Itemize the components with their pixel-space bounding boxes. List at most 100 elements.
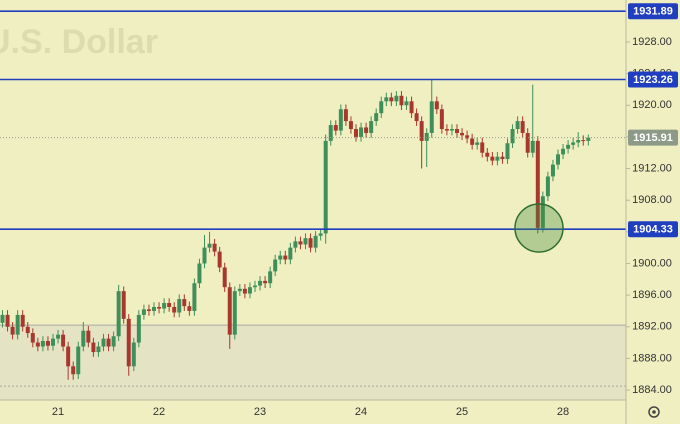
zone-shade bbox=[0, 325, 626, 400]
candle-body bbox=[389, 97, 394, 102]
gear-center[interactable] bbox=[652, 410, 656, 414]
candle-body bbox=[56, 334, 61, 339]
candle-body bbox=[157, 306, 162, 309]
settings-button[interactable] bbox=[648, 406, 660, 418]
candle-body bbox=[202, 247, 207, 264]
candle-body bbox=[35, 342, 40, 347]
candle-body bbox=[404, 101, 409, 106]
candle-body bbox=[318, 233, 323, 236]
candle-body bbox=[465, 135, 470, 139]
candle-body bbox=[409, 101, 414, 114]
candle-body bbox=[0, 314, 5, 323]
candle-body bbox=[576, 140, 581, 143]
candle-body bbox=[258, 280, 263, 286]
axis-layer: 1884.00 1888.00 1892.00 1896.00 1900.00 1904.… bbox=[52, 3, 678, 418]
plot bbox=[0, 10, 626, 380]
candle-body bbox=[348, 121, 353, 130]
candle-body bbox=[500, 156, 505, 160]
level-label: 1923.26 bbox=[633, 74, 673, 86]
candle-body bbox=[71, 366, 76, 375]
candle-body bbox=[116, 291, 121, 337]
candle-body bbox=[10, 326, 15, 335]
candle-body bbox=[586, 137, 591, 141]
candle-body bbox=[535, 140, 540, 228]
y-tick-label: 1888.00 bbox=[632, 352, 672, 364]
candle-body bbox=[505, 143, 510, 160]
candle-body bbox=[470, 138, 475, 145]
candle-body bbox=[550, 164, 555, 177]
candle-body bbox=[45, 340, 50, 346]
y-tick-label: 1900.00 bbox=[632, 257, 672, 269]
candle-body bbox=[480, 142, 485, 153]
candle-body bbox=[263, 280, 268, 284]
candle-body bbox=[485, 152, 490, 157]
candle-body bbox=[101, 338, 106, 347]
candle-body bbox=[328, 125, 333, 141]
candle-body bbox=[268, 271, 273, 284]
candle-body bbox=[561, 148, 566, 155]
x-tick-label: 22 bbox=[153, 406, 165, 418]
watermark: U.S. Dollar bbox=[0, 23, 158, 61]
candle-body bbox=[525, 132, 530, 153]
candle-body bbox=[374, 113, 379, 122]
candle-body bbox=[293, 241, 298, 248]
candle-body bbox=[434, 101, 439, 110]
x-tick-label: 23 bbox=[254, 406, 266, 418]
candle-body bbox=[323, 140, 328, 234]
candle-body bbox=[278, 255, 283, 260]
candle-body bbox=[379, 101, 384, 114]
candle-body bbox=[212, 243, 217, 252]
candle-body bbox=[192, 283, 197, 311]
level-box bbox=[628, 221, 678, 238]
candle-body bbox=[545, 176, 550, 197]
candle-body bbox=[5, 314, 10, 327]
candle-body bbox=[253, 285, 257, 288]
candle-body bbox=[227, 287, 232, 335]
candle-body bbox=[308, 238, 313, 248]
candle-body bbox=[399, 95, 404, 106]
candle-body bbox=[540, 196, 545, 228]
candle-body bbox=[247, 287, 252, 294]
candle-body bbox=[424, 132, 429, 141]
candle-body bbox=[515, 121, 520, 130]
highlight-circle bbox=[514, 203, 564, 253]
y-tick-label: 1892.00 bbox=[632, 321, 672, 333]
candle-body bbox=[76, 346, 81, 375]
candle-body bbox=[182, 299, 187, 307]
candle-body bbox=[510, 129, 515, 144]
candle-body bbox=[439, 109, 444, 130]
level-box bbox=[628, 3, 678, 20]
candle-body bbox=[273, 259, 278, 272]
level-box bbox=[628, 71, 678, 88]
candle-body bbox=[86, 330, 91, 343]
y-tick-label: 1912.00 bbox=[632, 162, 672, 174]
y-tick-label: 1920.00 bbox=[632, 99, 672, 111]
candle-body bbox=[152, 306, 156, 311]
level-label: 1931.89 bbox=[633, 6, 673, 18]
candle-body bbox=[455, 129, 459, 133]
x-tick-label: 21 bbox=[52, 406, 64, 418]
candle-body bbox=[222, 267, 227, 288]
candle-body bbox=[581, 140, 586, 142]
y-tick-label: 1896.00 bbox=[632, 289, 672, 301]
y-tick-label: 1928.00 bbox=[632, 36, 672, 48]
candle-body bbox=[15, 314, 20, 335]
candle-body bbox=[162, 303, 167, 309]
zone-layer bbox=[0, 324, 626, 400]
candle-body bbox=[566, 144, 571, 149]
candle-body bbox=[359, 127, 364, 137]
gear-icon[interactable] bbox=[648, 406, 660, 418]
candle-body bbox=[40, 340, 45, 347]
candle-body bbox=[106, 338, 111, 347]
x-tick-label: 24 bbox=[355, 406, 367, 418]
last-price-label: 1915.91 bbox=[633, 132, 673, 144]
candle-body bbox=[217, 251, 222, 268]
candle-body bbox=[530, 140, 535, 153]
candle-body bbox=[30, 333, 35, 343]
candle-body bbox=[172, 306, 177, 313]
candle-body bbox=[111, 336, 116, 347]
candle-body bbox=[364, 127, 369, 133]
candle-body bbox=[394, 95, 399, 102]
candle-body bbox=[242, 288, 247, 294]
candle-body bbox=[384, 97, 389, 102]
